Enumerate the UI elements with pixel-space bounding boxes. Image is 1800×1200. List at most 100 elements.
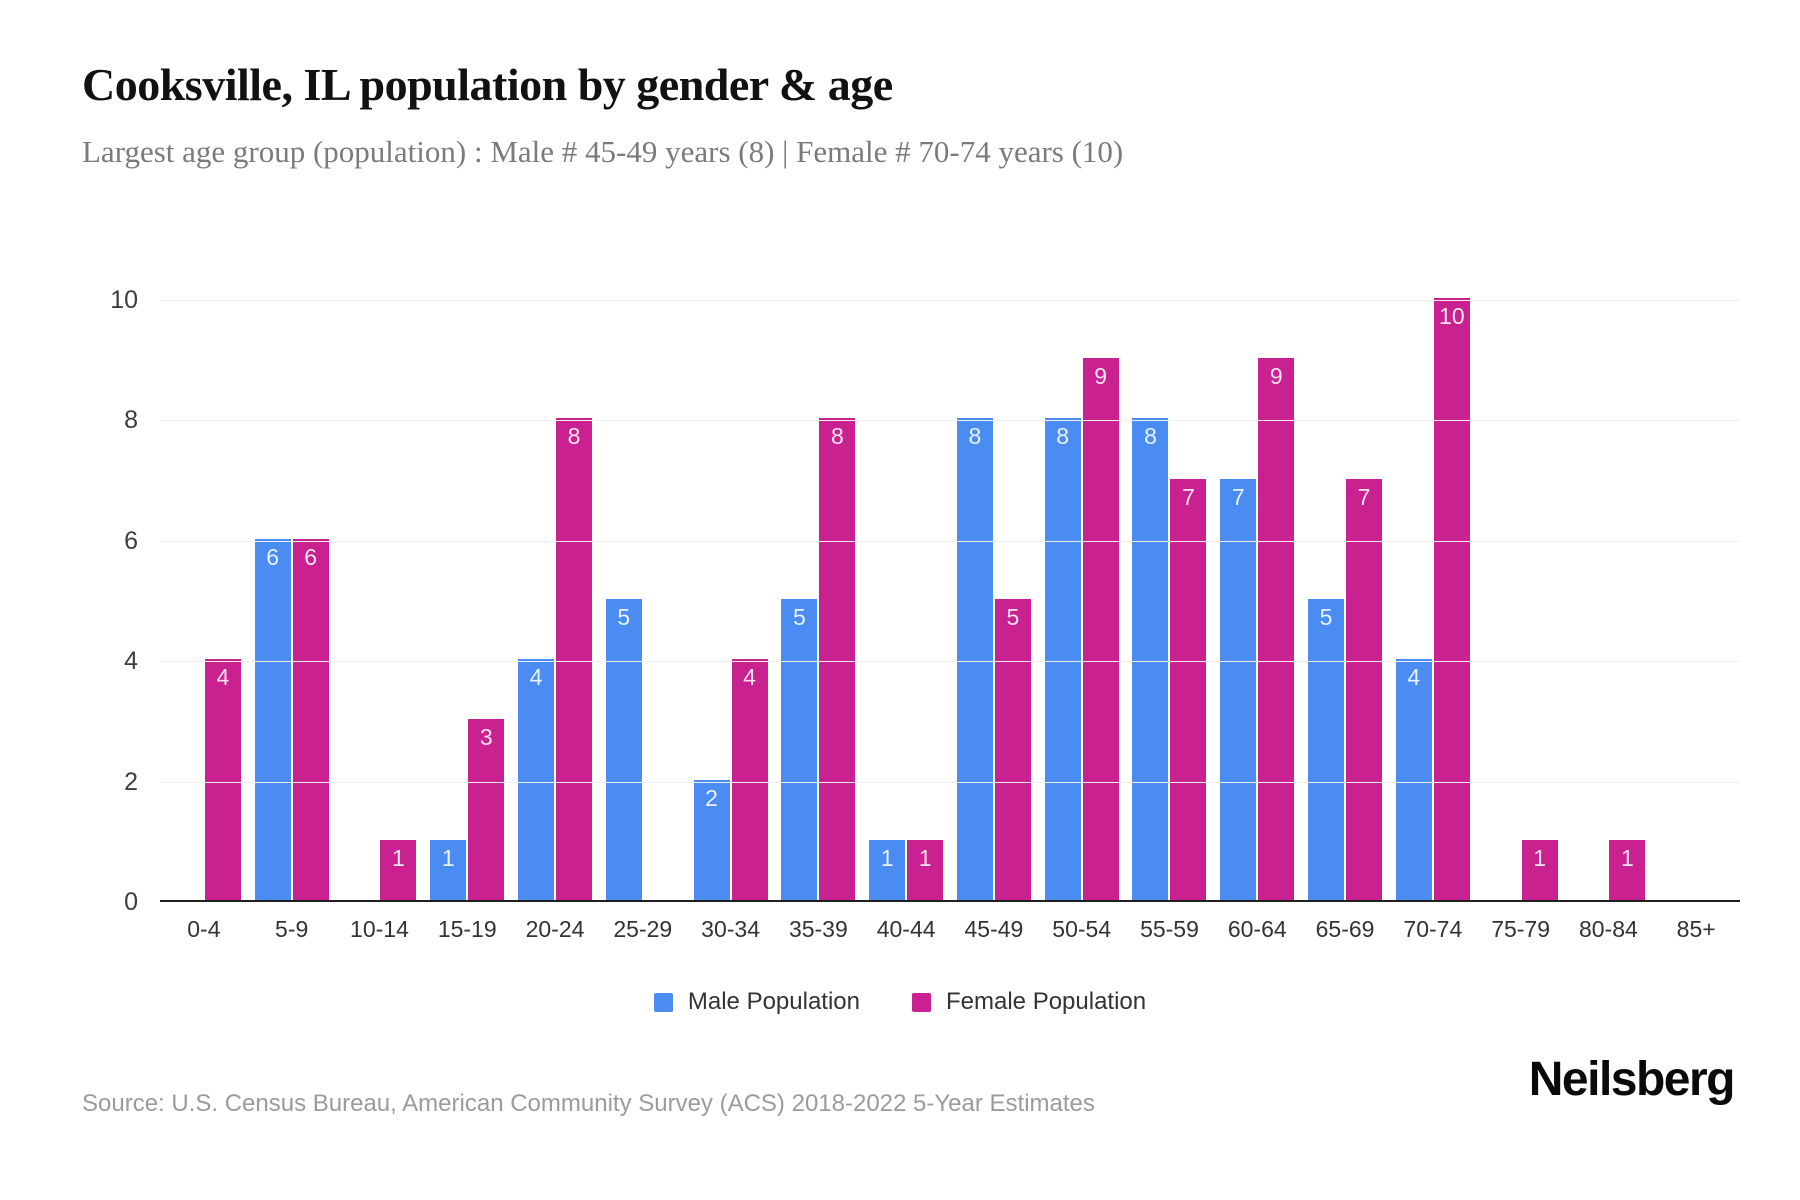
bar-male-20-24[interactable]: 4 xyxy=(518,659,555,900)
bar-female-60-64[interactable]: 9 xyxy=(1258,358,1295,900)
female-legend-swatch-icon xyxy=(912,992,931,1012)
neilsberg-logo: Neilsberg xyxy=(1528,1053,1736,1106)
bar-male-30-34[interactable]: 2 xyxy=(693,779,730,900)
female-legend-label: Female Population xyxy=(946,988,1147,1015)
x-label-35-39: 35-39 xyxy=(788,916,848,942)
x-label-70-74: 70-74 xyxy=(1403,916,1463,942)
gridline-8 xyxy=(160,420,1740,422)
bar-female-0-4[interactable]: 4 xyxy=(204,659,241,900)
bar-female-10-14[interactable]: 1 xyxy=(380,839,417,900)
bar-value-label: 5 xyxy=(617,604,631,630)
bar-value-label: 1 xyxy=(918,844,932,871)
bar-value-label: 7 xyxy=(1182,483,1195,510)
bar-male-60-64[interactable]: 7 xyxy=(1220,478,1257,900)
bar-value-label: 4 xyxy=(216,664,230,691)
legend: Male Population Female Population xyxy=(0,988,1800,1016)
x-label-50-54: 50-54 xyxy=(1052,916,1112,942)
bar-female-80-84[interactable]: 1 xyxy=(1609,839,1646,900)
bar-value-label: 5 xyxy=(1319,604,1333,630)
bar-female-55-59[interactable]: 7 xyxy=(1170,478,1207,900)
bar-value-label: 1 xyxy=(1533,844,1546,871)
bar-value-label: 8 xyxy=(567,423,581,450)
legend-item-female[interactable]: Female Population xyxy=(912,988,1146,1016)
x-label-65-69: 65-69 xyxy=(1315,916,1375,942)
male-legend-swatch-icon xyxy=(653,992,673,1012)
bar-value-label: 8 xyxy=(1056,423,1070,450)
x-label-5-9: 5-9 xyxy=(275,916,309,942)
bar-male-55-59[interactable]: 8 xyxy=(1132,418,1169,900)
gridline-6 xyxy=(160,540,1740,542)
bar-group-75-79: 1 xyxy=(1477,300,1565,900)
bar-female-65-69[interactable]: 7 xyxy=(1346,478,1383,900)
bar-value-label: 5 xyxy=(1006,604,1020,630)
bar-female-40-44[interactable]: 1 xyxy=(907,839,944,900)
bar-group-80-84: 1 xyxy=(1565,300,1653,900)
x-label-15-19: 15-19 xyxy=(437,916,497,942)
y-tick-2: 2 xyxy=(124,767,138,796)
bar-group-70-74: 4 10 xyxy=(1389,298,1477,900)
bar-female-5-9[interactable]: 6 xyxy=(292,538,329,900)
bar-value-label: 8 xyxy=(968,423,982,450)
x-label-60-64: 60-64 xyxy=(1227,916,1287,942)
y-tick-0: 0 xyxy=(124,888,138,916)
bar-male-5-9[interactable]: 6 xyxy=(254,538,291,900)
bar-group-85+ xyxy=(1652,300,1740,900)
chart-subtitle: Largest age group (population) : Male # … xyxy=(82,134,1124,169)
x-label-75-79: 75-79 xyxy=(1491,916,1551,942)
chart-title: Cooksville, IL population by gender & ag… xyxy=(82,59,893,110)
x-label-10-14: 10-14 xyxy=(350,916,409,942)
male-legend-label: Male Population xyxy=(687,988,860,1015)
gridline-10 xyxy=(160,300,1740,301)
bar-value-label: 9 xyxy=(1269,363,1283,390)
bar-group-25-29: 5 xyxy=(599,300,687,900)
bar-female-15-19[interactable]: 3 xyxy=(468,719,505,900)
x-label-20-24: 20-24 xyxy=(525,916,585,942)
bar-male-70-74[interactable]: 4 xyxy=(1395,659,1432,900)
bar-male-40-44[interactable]: 1 xyxy=(869,839,906,900)
x-axis: 0-4 5-9 10-14 15-19 20-24 25-29 30-34 35-39 40-4… xyxy=(160,916,1740,943)
bar-value-label: 3 xyxy=(479,724,493,751)
bar-value-label: 8 xyxy=(1144,423,1157,450)
y-tick-6: 6 xyxy=(124,526,138,555)
y-tick-10: 10 xyxy=(110,286,138,314)
bar-value-label: 5 xyxy=(792,604,806,630)
x-label-0-4: 0-4 xyxy=(187,916,221,942)
bar-value-label: 7 xyxy=(1357,483,1371,510)
x-label-30-34: 30-34 xyxy=(701,916,760,942)
bar-value-label: 7 xyxy=(1231,483,1245,510)
bar-female-45-49[interactable]: 5 xyxy=(994,599,1031,900)
bar-groups: 4 6 6 1 1 3 4 8 5 2 4 5 8 1 1 8 5 8 9 8 7 7 9 5 7 4 10 1 1 xyxy=(160,298,1740,900)
bar-female-50-54[interactable]: 9 xyxy=(1082,358,1119,900)
bar-value-label: 2 xyxy=(705,784,718,811)
bar-male-15-19[interactable]: 1 xyxy=(430,839,467,900)
bar-group-10-14: 1 xyxy=(336,300,424,900)
bar-female-30-34[interactable]: 4 xyxy=(731,659,768,900)
legend-item-male[interactable]: Male Population xyxy=(653,988,860,1016)
bar-male-25-29[interactable]: 5 xyxy=(605,599,642,900)
gridline-4 xyxy=(160,661,1740,663)
bar-value-label: 4 xyxy=(529,664,543,691)
x-label-25-29: 25-29 xyxy=(613,916,673,942)
bar-value-label: 10 xyxy=(1439,303,1465,329)
bar-female-75-79[interactable]: 1 xyxy=(1521,839,1558,900)
bar-value-label: 1 xyxy=(1620,844,1634,871)
bar-male-65-69[interactable]: 5 xyxy=(1308,599,1345,900)
bar-male-45-49[interactable]: 8 xyxy=(956,418,993,900)
bar-value-label: 6 xyxy=(266,543,280,570)
bar-value-label: 1 xyxy=(441,844,455,871)
x-label-80-84: 80-84 xyxy=(1578,916,1638,942)
bar-male-35-39[interactable]: 5 xyxy=(781,599,818,900)
bar-female-20-24[interactable]: 8 xyxy=(556,418,593,900)
x-label-85+: 85+ xyxy=(1676,916,1716,942)
bar-value-label: 4 xyxy=(1407,664,1421,691)
bar-group-0-4: 4 xyxy=(160,300,248,900)
bar-male-50-54[interactable]: 8 xyxy=(1044,418,1081,900)
bar-female-35-39[interactable]: 8 xyxy=(819,418,856,900)
bar-female-70-74[interactable]: 10 xyxy=(1433,298,1470,900)
